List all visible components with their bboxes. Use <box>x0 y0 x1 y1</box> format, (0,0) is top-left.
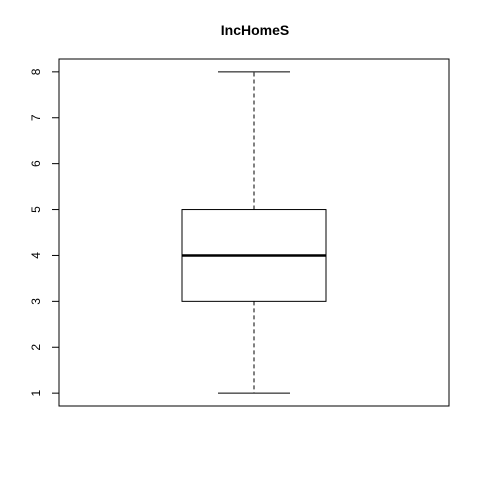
y-tick-label: 3 <box>29 298 43 305</box>
chart-title: IncHomeS <box>221 22 289 38</box>
y-tick-label: 7 <box>29 114 43 121</box>
y-tick-label: 4 <box>29 252 43 259</box>
box-plot <box>181 71 327 394</box>
y-axis: 1 2 3 4 5 6 7 8 <box>29 68 60 396</box>
y-tick-label: 6 <box>29 160 43 167</box>
y-tick-label: 5 <box>29 206 43 213</box>
y-tick-label: 8 <box>29 68 43 75</box>
y-tick-label: 1 <box>29 389 43 396</box>
y-tick-label: 2 <box>29 344 43 351</box>
